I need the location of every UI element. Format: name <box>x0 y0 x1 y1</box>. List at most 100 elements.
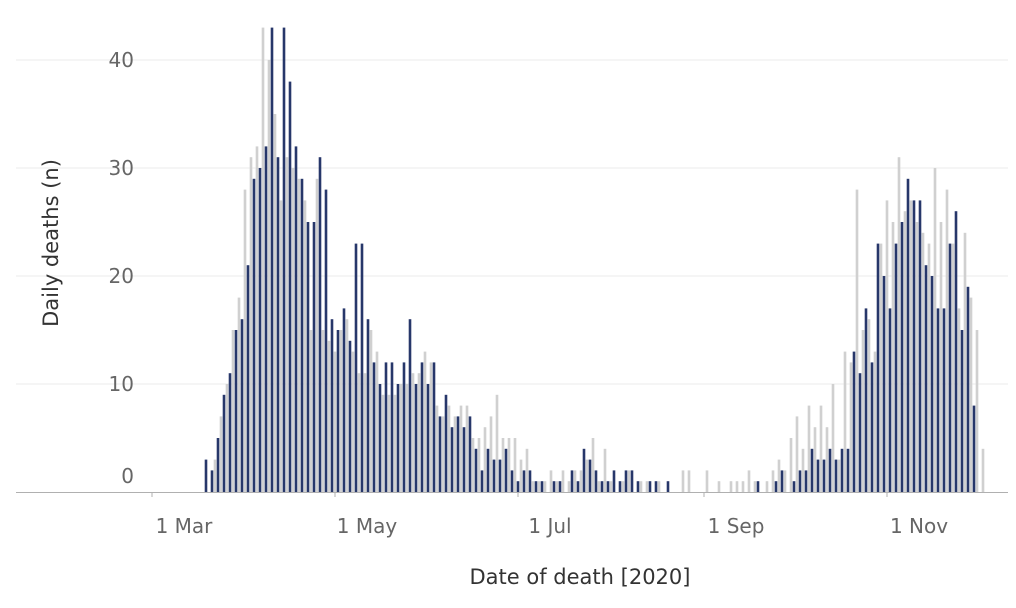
bar-s2-2020-06-30 <box>513 438 517 492</box>
bar-s1-2020-10-09 <box>816 459 820 492</box>
bar-s1-2020-05-14 <box>372 362 376 492</box>
secondary-bars <box>213 27 985 493</box>
bar-s2-2020-09-16 <box>747 470 751 492</box>
bar-s1-2020-06-09 <box>450 427 454 492</box>
bar-s2-2020-06-20 <box>483 427 487 492</box>
bar-s2-2020-09-24 <box>771 470 775 492</box>
bar-s2-2020-11-17 <box>933 168 937 492</box>
bar-s1-2020-07-13 <box>552 481 556 492</box>
bar-s2-2020-04-07 <box>261 27 265 492</box>
x-tick-1-Jul: 1 Jul <box>528 514 571 538</box>
bar-s2-2020-08-13 <box>645 481 649 492</box>
bar-s2-2020-05-03 <box>339 330 343 492</box>
bar-s2-2020-07-24 <box>585 459 589 492</box>
bar-s2-2020-10-28 <box>873 351 877 492</box>
bar-s1-2020-06-23 <box>492 459 496 492</box>
y-tick-30: 30 <box>109 156 134 180</box>
bar-s1-2020-08-16 <box>654 481 658 492</box>
bar-s2-2020-04-23 <box>309 330 313 492</box>
y-tick-10: 10 <box>109 372 134 396</box>
bar-s2-2020-08-25 <box>681 470 685 492</box>
bar-s2-2020-09-12 <box>735 481 739 492</box>
bar-s2-2020-06-06 <box>441 416 445 492</box>
bar-s1-2020-04-08 <box>264 146 268 492</box>
bar-s2-2020-06-28 <box>507 438 511 492</box>
bar-s1-2020-11-02 <box>888 308 892 492</box>
bar-s1-2020-06-19 <box>480 470 484 492</box>
bar-s1-2020-11-28 <box>966 286 970 492</box>
x-tick-1-Nov: 1 Nov <box>890 514 948 538</box>
bar-s1-2020-05-20 <box>390 362 394 492</box>
bar-s2-2020-05-19 <box>387 394 391 492</box>
bar-s2-2020-10-30 <box>879 243 883 492</box>
bar-s1-2020-07-29 <box>600 481 604 492</box>
bar-s1-2020-06-07 <box>444 394 448 492</box>
bar-s1-2020-03-21 <box>210 470 214 492</box>
bar-s1-2020-10-07 <box>810 448 814 492</box>
bar-s2-2020-07-12 <box>549 470 553 492</box>
bar-s1-2020-06-03 <box>432 362 436 492</box>
bar-s1-2020-10-11 <box>822 459 826 492</box>
bar-s2-2020-03-26 <box>225 384 229 492</box>
bar-s1-2020-10-23 <box>858 373 862 492</box>
x-tick-1-Sep: 1 Sep <box>708 514 765 538</box>
bar-s2-2020-04-09 <box>267 60 271 492</box>
bar-s1-2020-05-16 <box>378 384 382 492</box>
bar-s1-2020-08-10 <box>636 481 640 492</box>
bar-s1-2020-09-25 <box>774 481 778 492</box>
bar-s2-2020-03-30 <box>237 297 241 492</box>
bar-s1-2020-05-22 <box>396 384 400 492</box>
bar-s2-2020-11-01 <box>885 200 889 492</box>
bar-s1-2020-10-17 <box>840 448 844 492</box>
y-tick-40: 40 <box>109 48 134 72</box>
bar-s1-2020-11-10 <box>912 200 916 492</box>
bar-s1-2020-03-23 <box>216 438 220 492</box>
bar-s2-2020-08-17 <box>657 481 661 492</box>
grid-lines <box>16 59 1008 385</box>
bar-s1-2020-06-25 <box>498 459 502 492</box>
bar-s2-2020-04-13 <box>279 200 283 492</box>
bar-s2-2020-04-21 <box>303 200 307 492</box>
bar-s1-2020-11-08 <box>906 178 910 493</box>
bar-s1-2020-05-08 <box>354 243 358 492</box>
y-axis-label: Daily deaths (n) <box>39 159 63 327</box>
bar-s2-2020-05-21 <box>393 394 397 492</box>
bar-s1-2020-06-17 <box>474 448 478 492</box>
bar-s2-2020-04-19 <box>297 178 301 493</box>
bar-s1-2020-10-13 <box>828 448 832 492</box>
bar-s2-2020-08-05 <box>621 481 625 492</box>
primary-bars <box>204 27 976 493</box>
bar-s2-2020-10-06 <box>807 405 811 492</box>
y-tick-20: 20 <box>109 264 134 288</box>
bar-s2-2020-11-13 <box>921 232 925 493</box>
bar-s1-2020-06-05 <box>438 416 442 492</box>
bar-s1-2020-11-06 <box>900 222 904 492</box>
bar-s2-2020-07-08 <box>537 481 541 492</box>
bar-s1-2020-08-06 <box>624 470 628 492</box>
bar-s2-2020-06-18 <box>477 438 481 492</box>
bar-s2-2020-06-14 <box>465 405 469 492</box>
bar-s1-2020-03-31 <box>240 319 244 492</box>
bar-s2-2020-07-28 <box>597 481 601 492</box>
bar-s1-2020-04-16 <box>288 81 292 492</box>
bar-s1-2020-07-27 <box>594 470 598 492</box>
bar-s1-2020-05-02 <box>336 330 340 492</box>
bar-s1-2020-07-23 <box>582 448 586 492</box>
bar-s2-2020-05-15 <box>375 351 379 492</box>
bar-s2-2020-06-22 <box>489 416 493 492</box>
bar-s2-2020-11-05 <box>897 157 901 492</box>
bar-s1-2020-07-25 <box>588 459 592 492</box>
bar-s2-2020-10-16 <box>837 459 841 492</box>
bar-s1-2020-05-24 <box>402 362 406 492</box>
bar-s1-2020-11-22 <box>948 243 952 492</box>
bar-s2-2020-07-18 <box>567 481 571 492</box>
bar-s2-2020-07-02 <box>519 459 523 492</box>
bar-s2-2020-10-22 <box>855 189 859 492</box>
bar-s1-2020-10-31 <box>882 276 886 492</box>
bar-s1-2020-06-29 <box>510 470 514 492</box>
bar-s1-2020-07-05 <box>528 470 532 492</box>
bar-s2-2020-04-29 <box>327 340 331 492</box>
bar-s1-2020-06-21 <box>486 448 490 492</box>
bar-s1-2020-04-14 <box>282 27 286 492</box>
bar-s1-2020-10-19 <box>846 448 850 492</box>
